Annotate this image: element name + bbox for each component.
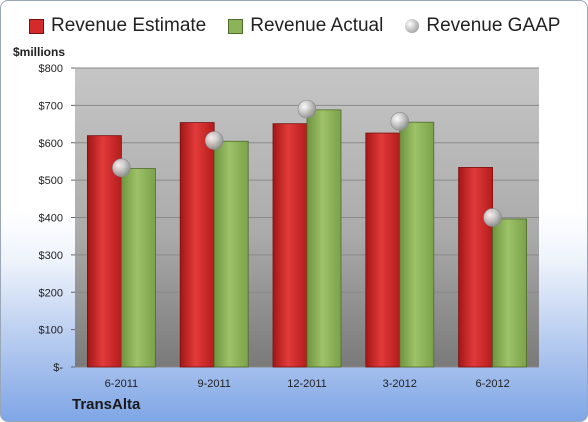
- x-category-label: 9-2011: [197, 378, 230, 390]
- legend: Revenue Estimate Revenue Actual Revenue …: [29, 15, 560, 37]
- y-tick-label: $-: [53, 362, 63, 374]
- bar-revenue-actual: [213, 140, 249, 368]
- marker-revenue-gaap: [483, 208, 502, 227]
- bar-revenue-actual: [121, 168, 156, 368]
- y-tick-label: $400: [39, 213, 63, 225]
- legend-label-gaap: Revenue GAAP: [426, 15, 561, 36]
- y-tick-label: $300: [39, 250, 63, 262]
- legend-item-estimate: Revenue Estimate: [29, 15, 206, 37]
- y-axis-unit-label: $millions: [13, 45, 66, 59]
- y-axis-ticks: $- $100 $200 $300 $400 $500 $600 $700 $800: [39, 63, 75, 374]
- actual-swatch-icon: [228, 18, 244, 34]
- x-category-label: 6-2012: [475, 378, 509, 390]
- bars: [87, 109, 528, 368]
- legend-item-actual: Revenue Actual: [228, 15, 383, 37]
- y-tick-label: $800: [39, 63, 63, 75]
- y-tick-label: $200: [39, 287, 63, 299]
- bar-revenue-estimate: [179, 122, 215, 368]
- x-axis-categories: 6-2011 9-2011 12-2011 3-2012 6-2012: [105, 378, 510, 390]
- marker-revenue-gaap: [390, 112, 410, 131]
- x-category-label: 6-2011: [105, 378, 138, 390]
- x-category-label: 12-2011: [287, 378, 327, 390]
- marker-revenue-gaap: [112, 158, 131, 178]
- bar-revenue-actual: [492, 218, 528, 368]
- gaap-marker-icon: [405, 19, 420, 33]
- legend-item-gaap: Revenue GAAP: [405, 15, 560, 37]
- y-tick-label: $100: [39, 325, 63, 337]
- gaap-markers: [112, 99, 502, 227]
- marker-revenue-gaap: [297, 99, 317, 119]
- y-tick-label: $700: [39, 100, 63, 112]
- y-tick-label: $600: [39, 138, 63, 150]
- estimate-swatch-icon: [29, 18, 44, 34]
- bar-revenue-actual: [306, 109, 342, 368]
- bar-revenue-actual: [399, 121, 435, 368]
- legend-label-estimate: Revenue Estimate: [51, 15, 207, 36]
- marker-revenue-gaap: [204, 131, 224, 150]
- bar-revenue-estimate: [272, 123, 308, 368]
- bar-revenue-estimate: [365, 132, 401, 368]
- bar-revenue-estimate: [458, 167, 494, 368]
- y-tick-label: $500: [39, 175, 63, 187]
- legend-label-actual: Revenue Actual: [250, 15, 384, 36]
- company-name: TransAlta: [72, 396, 141, 413]
- x-category-label: 3-2012: [383, 378, 417, 390]
